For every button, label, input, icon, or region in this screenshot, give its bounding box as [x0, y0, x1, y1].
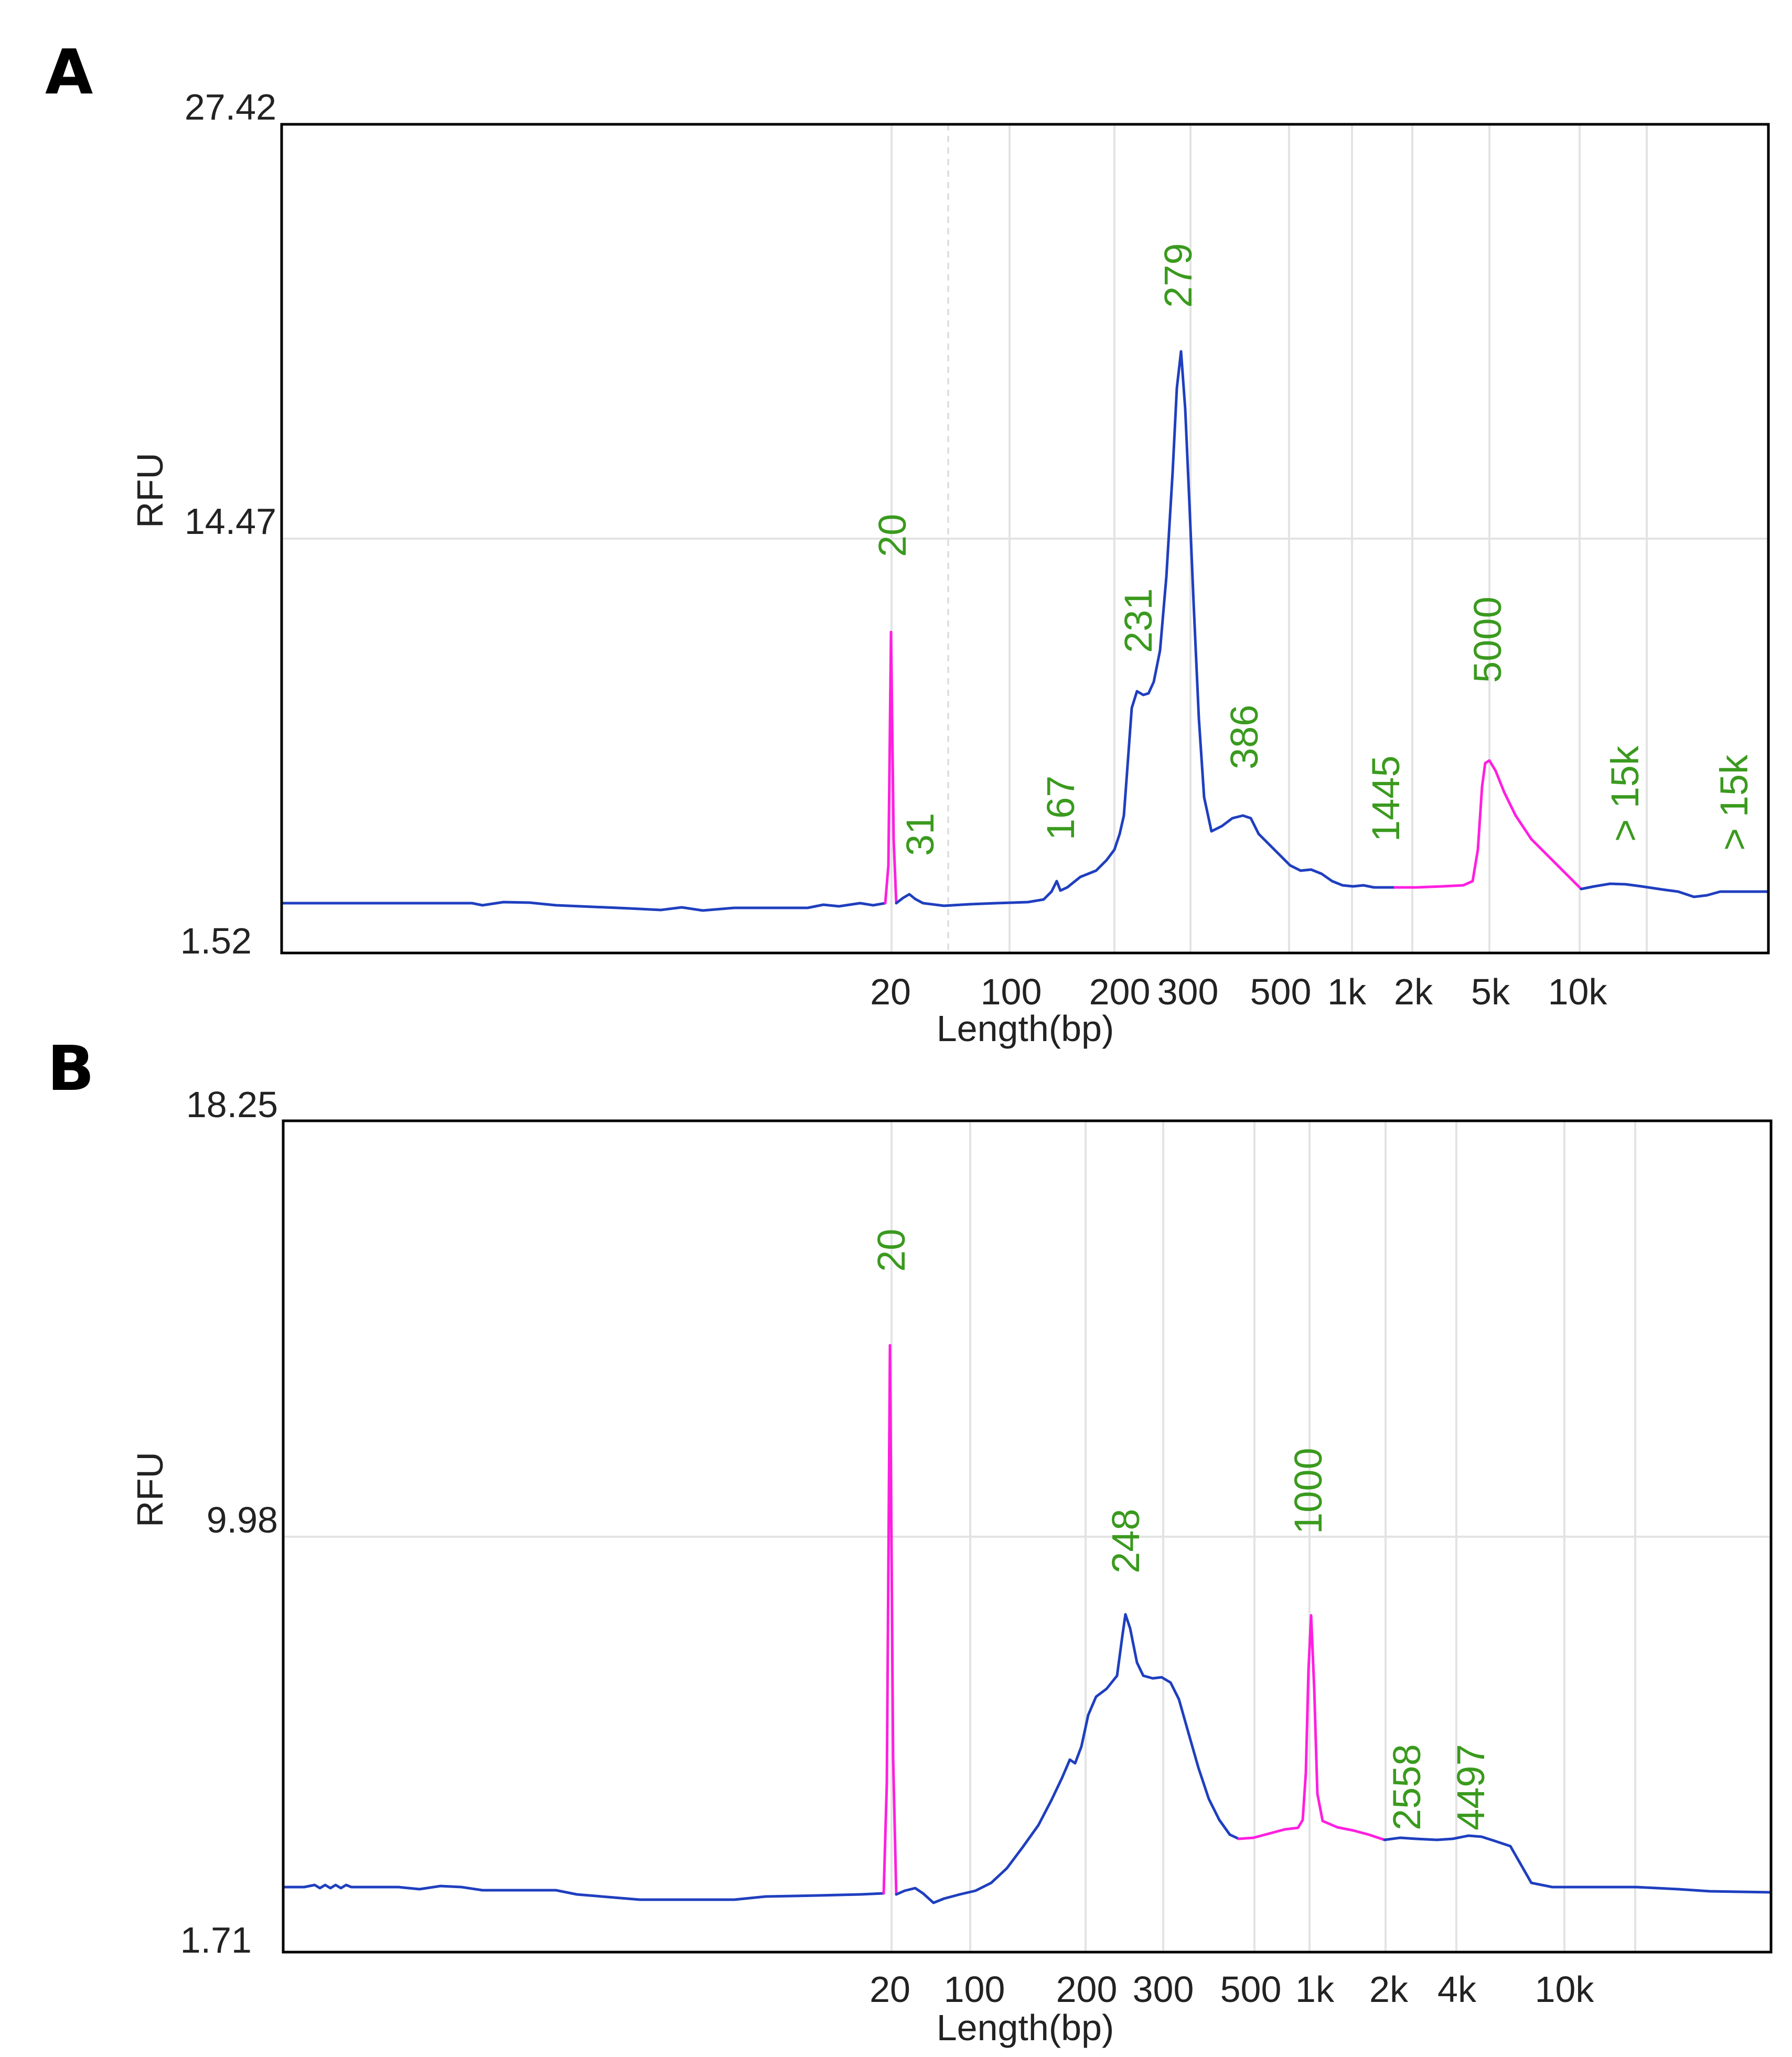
panel-a-trace-baseline-left [280, 901, 887, 912]
panel-b-plot-frame [282, 1119, 1773, 1954]
panel-b-peak-label: 2558 [1385, 1744, 1429, 1830]
panel-b-xtick: 4k [1437, 1969, 1477, 2010]
panel-a-ytick-top: 27.42 [185, 87, 276, 127]
panel-a-ylabel: RFU [130, 453, 170, 528]
panel-a-letter: A [45, 36, 93, 108]
panel-a-peak-label: 5000 [1466, 596, 1509, 683]
panel-a-peak-label: 231 [1117, 588, 1160, 653]
panel-a-peak-label: > 15k [1712, 754, 1756, 851]
panel-b-letter: B [47, 1032, 94, 1105]
panel-b-xtick: 10k [1535, 1969, 1595, 2010]
panel-b-trace-baseline-left [282, 1883, 885, 1901]
panel-a-xtick: 2k [1394, 971, 1433, 1012]
panel-a-trace-sample [895, 350, 1397, 907]
panel-a-xtick: 10k [1548, 971, 1608, 1012]
panel-b-peak-label: 1000 [1286, 1448, 1330, 1534]
panel-b-xtick: 300 [1133, 1969, 1194, 2010]
panel-b-trace-sample [895, 1613, 1240, 1904]
panel-b-xtick: 20 [870, 1969, 910, 2010]
panel-b-xtick: 500 [1220, 1969, 1282, 2010]
panel-b-ytick-mid: 9.98 [207, 1499, 278, 1540]
panel-a-peak-label: 167 [1039, 776, 1082, 840]
panel-a-trace-baseline-right [1580, 882, 1770, 898]
panel-b-xtick: 100 [944, 1969, 1005, 2010]
panel-a-plot-frame [280, 123, 1770, 955]
panel-a-trace-marker-5000 [1393, 759, 1583, 891]
panel-a-peak-label: 279 [1156, 243, 1200, 308]
panel-a: A 27.42 14.47 1.52 RFU [45, 36, 1770, 1049]
panel-b-trace-marker-1000 [1237, 1614, 1386, 1841]
panel-a-xlabel: Length(bp) [937, 1008, 1114, 1049]
panel-b-ylabel: RFU [130, 1452, 170, 1527]
panel-b-xtick: 200 [1056, 1969, 1118, 2010]
panel-b-peak-label: 248 [1104, 1509, 1147, 1573]
panel-b-trace-baseline-right [1383, 1834, 1773, 1894]
panel-b-ytick-top: 18.25 [186, 1084, 278, 1125]
panel-a-xtick: 1k [1327, 971, 1367, 1012]
panel-a-ytick-mid: 14.47 [185, 501, 276, 542]
panel-b-xtick: 1k [1295, 1969, 1335, 2010]
panel-b-peak-label: 4497 [1449, 1744, 1493, 1830]
panel-a-xtick: 5k [1471, 971, 1510, 1012]
panel-a-grid [282, 124, 1768, 953]
panel-b-xlabel: Length(bp) [937, 2007, 1114, 2048]
panel-a-peak-label: 20 [871, 514, 914, 557]
panel-a-xtick: 200 [1089, 971, 1151, 1012]
panel-a-peak-label: > 15k [1603, 745, 1647, 842]
panel-a-peak-label: 386 [1222, 705, 1266, 769]
panel-a-xtick: 100 [981, 971, 1042, 1012]
panel-b-xtick: 2k [1369, 1969, 1409, 2010]
panel-a-xtick: 500 [1250, 971, 1312, 1012]
panel-a-trace-marker-20 [884, 630, 898, 905]
panel-b-trace-marker-20 [882, 1344, 898, 1896]
panel-a-peak-label: 31 [898, 813, 942, 856]
panel-b: B 18.25 9.98 1.71 RFU 20 [47, 1032, 1773, 2048]
panel-a-xtick: 20 [870, 971, 911, 1012]
panel-a-xtick: 300 [1157, 971, 1219, 1012]
panel-a-ytick-bottom: 1.52 [180, 920, 252, 961]
panel-a-peak-label: 1445 [1364, 755, 1408, 842]
panel-b-grid [283, 1121, 1771, 1952]
panel-b-ytick-bottom: 1.71 [180, 1920, 252, 1960]
panel-b-peak-label: 20 [870, 1229, 913, 1272]
